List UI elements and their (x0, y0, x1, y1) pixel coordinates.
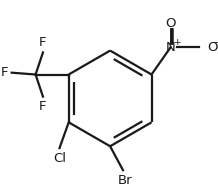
Text: F: F (0, 66, 8, 79)
Text: F: F (39, 100, 47, 113)
Text: Br: Br (118, 174, 132, 187)
Text: N: N (166, 41, 175, 54)
Text: −: − (212, 38, 218, 48)
Text: +: + (173, 38, 181, 47)
Text: O: O (207, 41, 218, 54)
Text: O: O (165, 17, 176, 30)
Text: Cl: Cl (53, 152, 66, 165)
Text: F: F (39, 36, 47, 49)
